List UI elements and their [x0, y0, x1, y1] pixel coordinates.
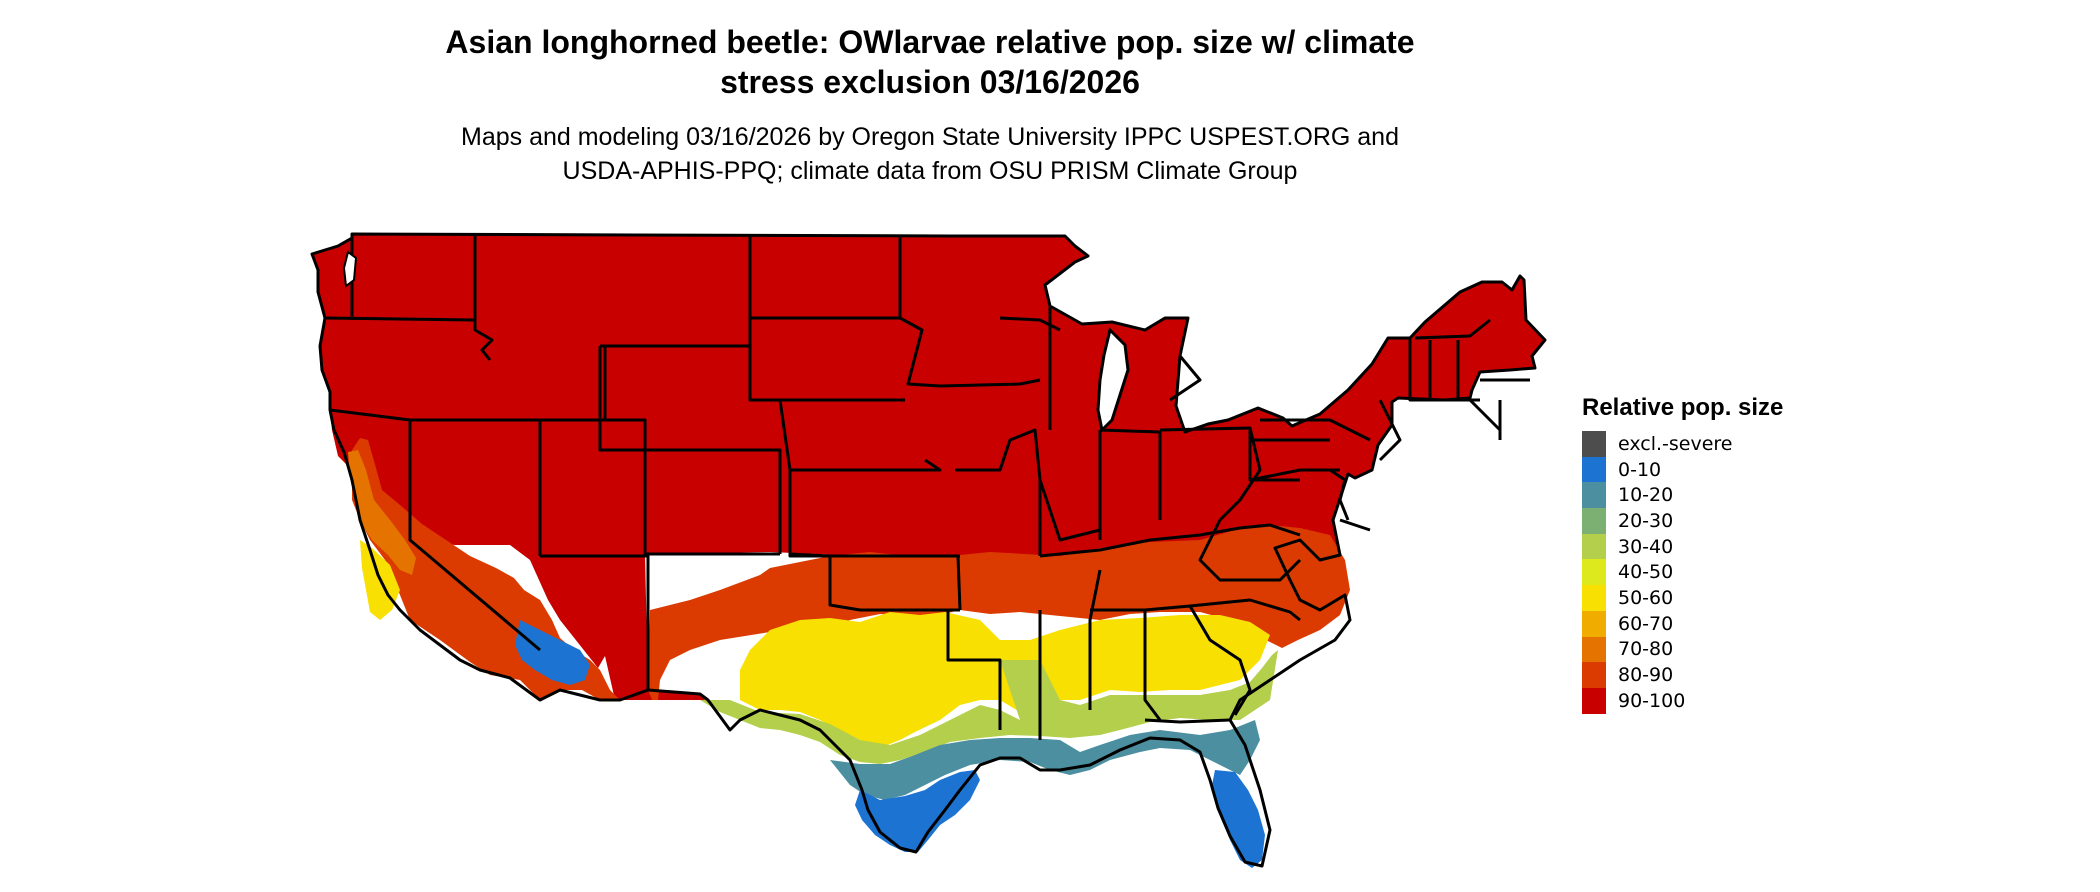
legend-swatch — [1582, 585, 1606, 611]
legend-swatch — [1582, 662, 1606, 688]
land-zone-80-90-southwest — [352, 438, 620, 700]
legend-label: 70-80 — [1618, 638, 1674, 661]
legend-item: 10-20 — [1582, 482, 1783, 509]
legend-label: 0-10 — [1618, 458, 1662, 481]
legend-swatch — [1582, 610, 1606, 637]
land-zone-0-10-texas — [855, 770, 980, 852]
legend-label: 30-40 — [1618, 535, 1674, 558]
land-zone-10-20 — [830, 720, 1260, 800]
legend-item: 40-50 — [1582, 559, 1783, 586]
legend-swatch — [1582, 636, 1606, 663]
legend-item: 0-10 — [1582, 456, 1783, 483]
legend-label: 40-50 — [1618, 561, 1674, 584]
land-zone-50-60 — [740, 612, 1270, 748]
legend-item: 80-90 — [1582, 662, 1783, 688]
legend-items: excl.-severe 0-10 10-20 20-30 30-40 40-50 50-6… — [1582, 431, 1783, 714]
map-title-line-1: Asian longhorned beetle: OWlarvae relati… — [445, 24, 1415, 60]
legend-title: Relative pop. size — [1582, 394, 1784, 421]
legend-label: 90-100 — [1618, 689, 1686, 712]
legend-swatch — [1582, 508, 1606, 534]
map-title: Asian longhorned beetle: OWlarvae relati… — [360, 22, 1500, 102]
land-zone-0-10-southwest — [515, 620, 590, 685]
legend-item: 50-60 — [1582, 585, 1783, 611]
map-subtitle-line-1: Maps and modeling 03/16/2026 by Oregon S… — [461, 123, 1399, 151]
map-title-line-2: stress exclusion 03/16/2026 — [720, 64, 1140, 100]
legend-item: excl.-severe — [1582, 431, 1783, 457]
legend-swatch — [1582, 431, 1606, 457]
legend-label: 10-20 — [1618, 484, 1674, 507]
map-subtitle-line-2: USDA-APHIS-PPQ; climate data from OSU PR… — [562, 157, 1298, 185]
legend: Relative pop. size excl.-severe 0-10 10-20… — [1582, 393, 1783, 714]
land-zone-90-100 — [312, 234, 1545, 700]
land-zone-80-90-south — [648, 525, 1350, 700]
legend-item: 70-80 — [1582, 636, 1783, 663]
legend-swatch — [1582, 559, 1606, 586]
land-zone-0-10-florida — [1212, 770, 1265, 868]
legend-label: excl.-severe — [1618, 432, 1733, 455]
land-zone-70-80-westcoast — [348, 450, 416, 575]
legend-item: 60-70 — [1582, 610, 1783, 637]
legend-item: 20-30 — [1582, 508, 1783, 534]
legend-label: 60-70 — [1618, 612, 1674, 635]
legend-swatch — [1582, 687, 1606, 714]
legend-item: 90-100 — [1582, 687, 1783, 714]
state-boundaries — [310, 232, 1547, 868]
legend-swatch — [1582, 482, 1606, 509]
legend-swatch — [1582, 456, 1606, 483]
legend-label: 80-90 — [1618, 664, 1674, 687]
land-zone-30-40 — [700, 650, 1278, 764]
legend-label: 20-30 — [1618, 509, 1674, 532]
us-outline — [310, 232, 1547, 868]
lake-michigan — [1096, 327, 1130, 434]
legend-item: 30-40 — [1582, 533, 1783, 560]
map-subtitle: Maps and modeling 03/16/2026 by Oregon S… — [360, 120, 1500, 188]
puget-sound — [342, 250, 358, 288]
legend-label: 50-60 — [1618, 586, 1674, 609]
legend-swatch — [1582, 533, 1606, 560]
